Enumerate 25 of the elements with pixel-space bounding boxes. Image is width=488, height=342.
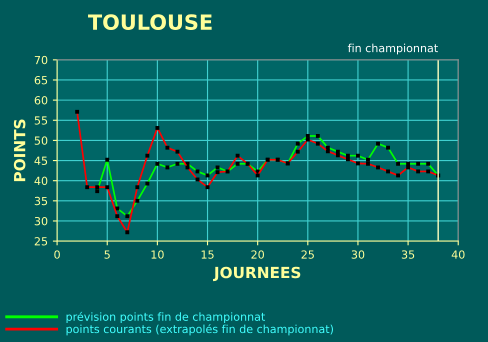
ref-line-label: fin championnat [348, 44, 438, 54]
y-tick-label: 40 [34, 176, 48, 186]
x-axis-title: JOURNEES [213, 266, 300, 282]
y-axis-title: POINTS [14, 120, 26, 182]
y-tick-label: 55 [34, 116, 48, 125]
y-tick-label: 70 [34, 56, 48, 64]
x-tick-label: 30 [352, 250, 364, 259]
y-tick-label: 45 [34, 156, 48, 165]
x-tick-label: 35 [402, 250, 414, 259]
x-tick-label: 40 [452, 250, 465, 259]
chart-title: TOULOUSE [88, 14, 212, 30]
y-tick-label: 60 [34, 96, 48, 105]
y-tick-label: 25 [34, 237, 48, 246]
x-tick-label: 20 [251, 250, 264, 259]
y-tick-label: 35 [34, 196, 48, 206]
y-tick-label: 65 [34, 76, 48, 84]
y-tick-label: 50 [34, 136, 48, 145]
legend-label: points courants (extrapolés fin de championnat) [66, 324, 333, 336]
legend-label: prévision points fin de championnat [66, 312, 266, 324]
x-tick-label: 25 [302, 250, 314, 259]
x-tick-label: 0 [54, 250, 60, 259]
y-tick-label: 30 [34, 216, 48, 226]
x-tick-label: 10 [152, 250, 164, 259]
x-tick-label: 15 [202, 250, 214, 259]
x-tick-label: 5 [104, 250, 110, 259]
